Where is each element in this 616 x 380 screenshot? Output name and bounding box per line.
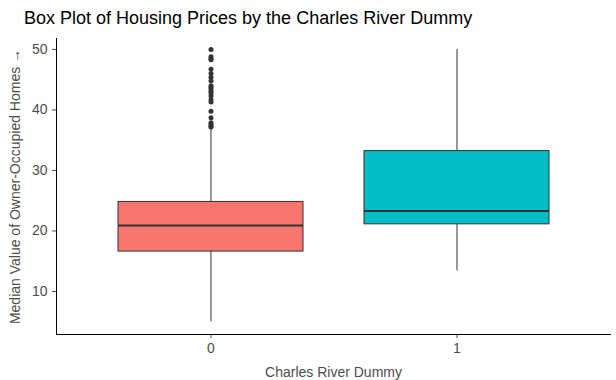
svg-text:30: 30 [32,162,48,178]
svg-text:40: 40 [32,101,48,117]
svg-text:20: 20 [32,222,48,238]
svg-text:1: 1 [453,340,461,356]
svg-text:0: 0 [207,340,215,356]
svg-text:Median Value of Owner-Occupied: Median Value of Owner-Occupied Homes → [7,49,23,324]
svg-text:50: 50 [32,41,48,57]
html-text:Box Plot of Housing Prices by: Box Plot of Housing Prices by the Charle… [24,8,473,28]
svg-text:10: 10 [32,283,48,299]
svg-text:Charles River Dummy: Charles River Dummy [265,364,402,380]
